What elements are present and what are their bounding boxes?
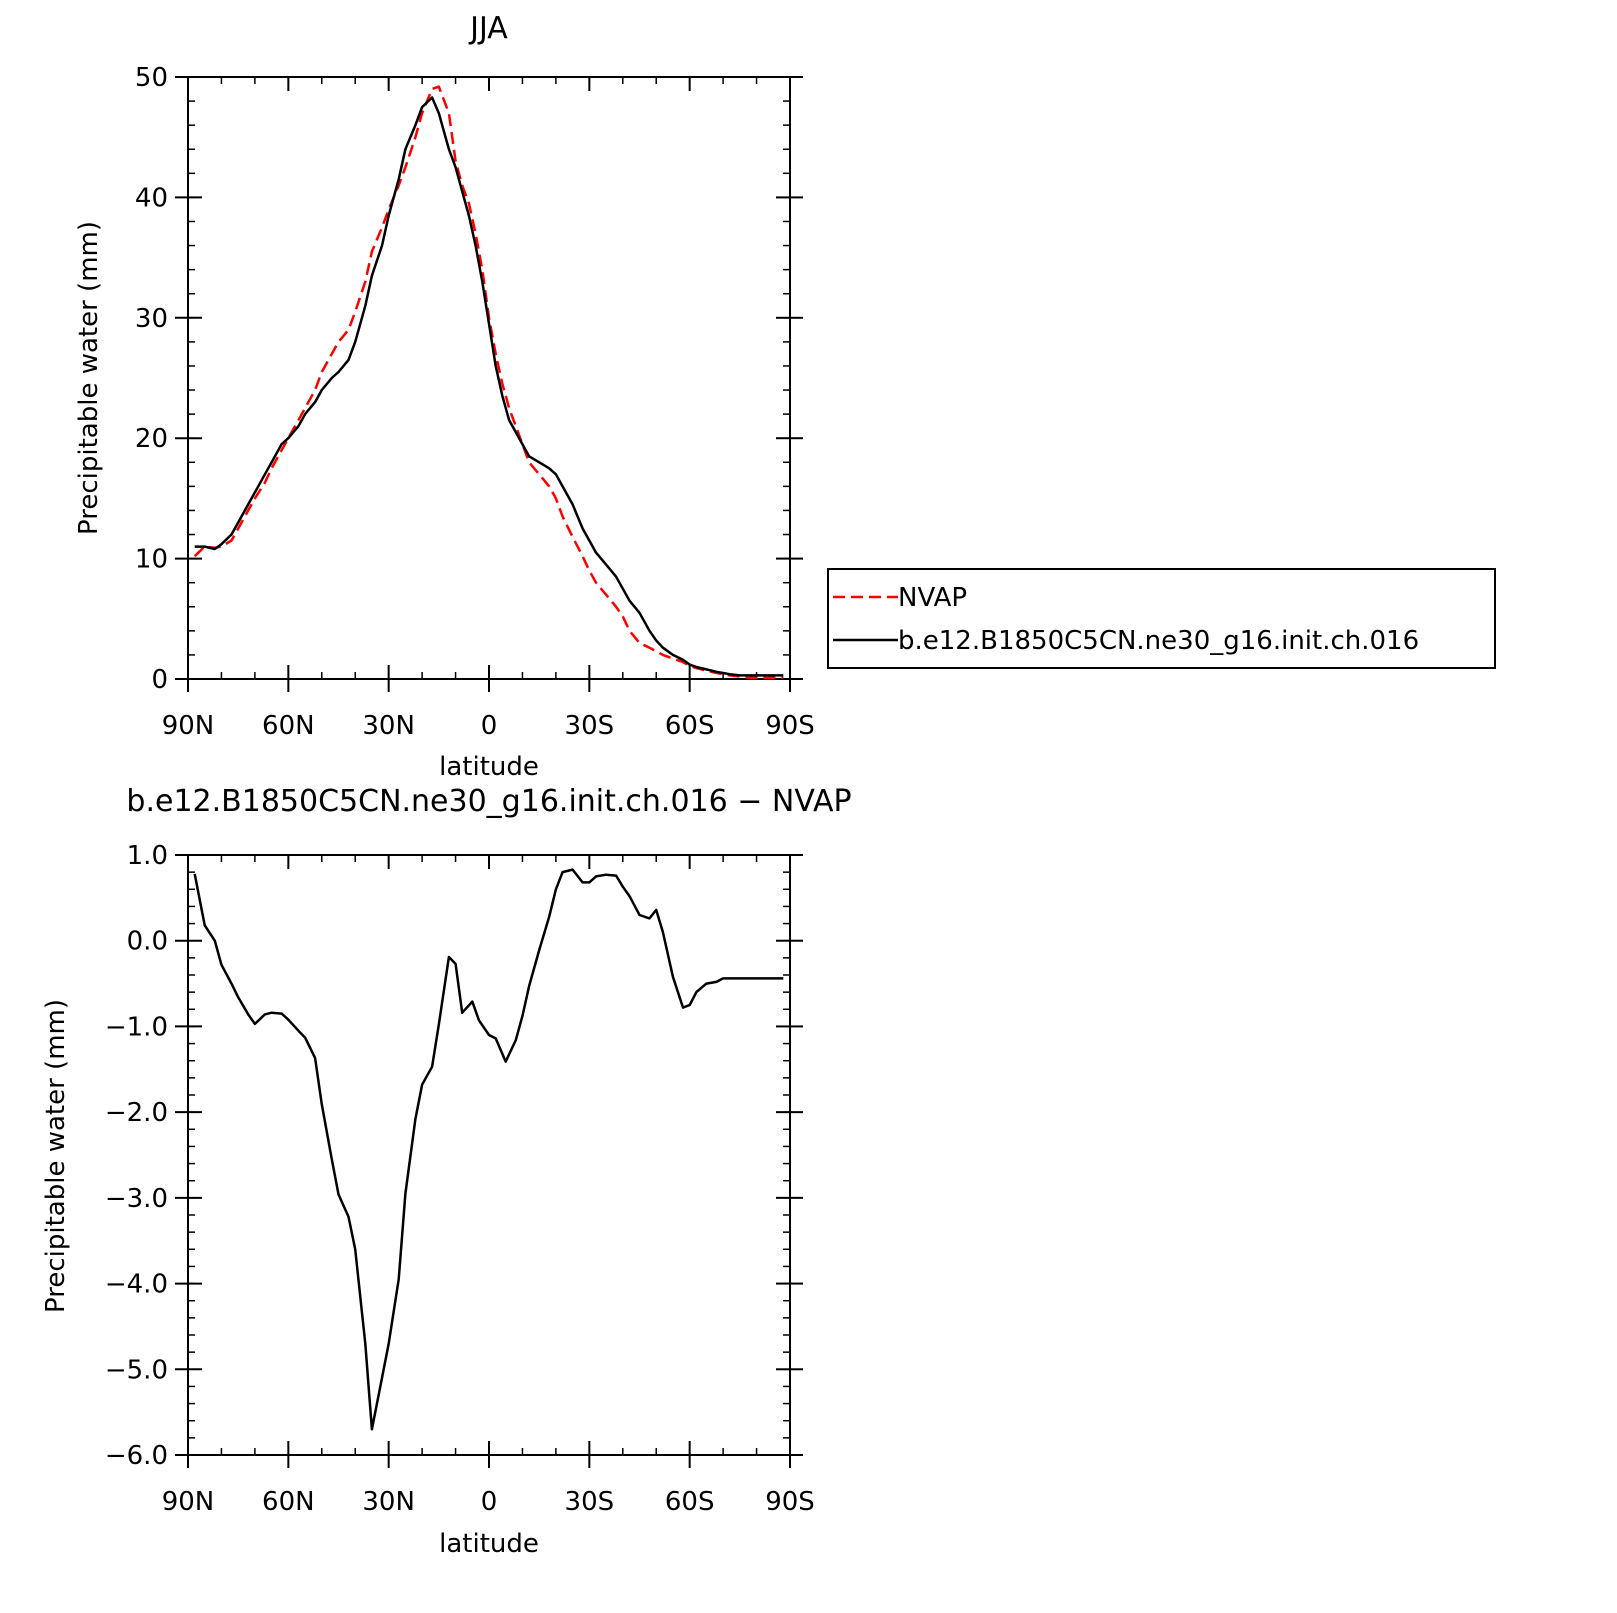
bottom-title: b.e12.B1850C5CN.ne30_g16.init.ch.016 − N… — [126, 784, 851, 819]
legend-label-nvap: NVAP — [898, 583, 967, 613]
bottom-x-tick-label: 30S — [565, 1487, 615, 1517]
top-panel: JJA 0 10 20 30 40 50 90N 60N 30N 0 30S 60S 90S latit… — [74, 11, 815, 782]
bottom-y-tick-label: 0.0 — [127, 927, 168, 957]
top-x-tick-label: 60N — [262, 711, 315, 741]
top-y-tick-label: 0 — [151, 665, 168, 695]
top-x-tick-label: 60S — [665, 711, 715, 741]
legend: NVAP b.e12.B1850C5CN.ne30_g16.init.ch.01… — [827, 568, 1496, 669]
legend-box — [827, 568, 1496, 669]
top-y-tick-label: 20 — [135, 424, 168, 454]
top-plot-area: 0 10 20 30 40 50 90N 60N 30N 0 30S 60S 90S — [135, 63, 815, 741]
bottom-x-tick-label: 60S — [665, 1487, 715, 1517]
top-x-tick-label: 0 — [481, 711, 498, 741]
top-x-tick-label: 30S — [565, 711, 615, 741]
bottom-plot-frame — [187, 854, 791, 1456]
top-y-tick-label: 30 — [135, 304, 168, 334]
top-x-axis-label: latitude — [439, 752, 539, 782]
bottom-y-tick-label: −2.0 — [105, 1098, 168, 1128]
top-y-axis-label: Precipitable water (mm) — [74, 221, 104, 535]
bottom-x-tick-label: 90S — [765, 1487, 815, 1517]
bottom-y-tick-label: −3.0 — [105, 1184, 168, 1214]
top-y-tick-label: 10 — [135, 545, 168, 575]
top-title: JJA — [468, 11, 508, 46]
top-plot-frame — [187, 76, 791, 680]
top-y-tick-label: 50 — [135, 63, 168, 93]
bottom-x-tick-label: 90N — [162, 1487, 215, 1517]
bottom-x-axis-label: latitude — [439, 1529, 539, 1559]
bottom-y-tick-label: −1.0 — [105, 1012, 168, 1042]
bottom-x-tick-label: 60N — [262, 1487, 315, 1517]
bottom-x-tick-label: 30N — [362, 1487, 415, 1517]
top-x-tick-label: 30N — [362, 711, 415, 741]
bottom-series-line-1 — [193, 868, 784, 1431]
bottom-plot-area: 1.0 0.0 −1.0 −2.0 −3.0 −4.0 −5.0 −6.0 90N 60N 30N 0… — [105, 841, 815, 1517]
bottom-y-tick-label: −5.0 — [105, 1355, 168, 1385]
bottom-y-axis-label: Precipitable water (mm) — [41, 999, 71, 1313]
bottom-y-tick-label: −4.0 — [105, 1270, 168, 1300]
top-series-line-1 — [193, 85, 784, 680]
top-x-tick-label: 90S — [765, 711, 815, 741]
legend-label-model: b.e12.B1850C5CN.ne30_g16.init.ch.016 — [898, 626, 1419, 656]
bottom-y-tick-label: 1.0 — [127, 841, 168, 871]
bottom-x-tick-label: 0 — [481, 1487, 498, 1517]
top-x-tick-label: 90N — [162, 711, 215, 741]
top-series-line-2 — [194, 96, 784, 677]
bottom-y-tick-label: −6.0 — [105, 1441, 168, 1471]
bottom-panel: b.e12.B1850C5CN.ne30_g16.init.ch.016 − N… — [41, 784, 852, 1559]
top-y-tick-label: 40 — [135, 183, 168, 213]
